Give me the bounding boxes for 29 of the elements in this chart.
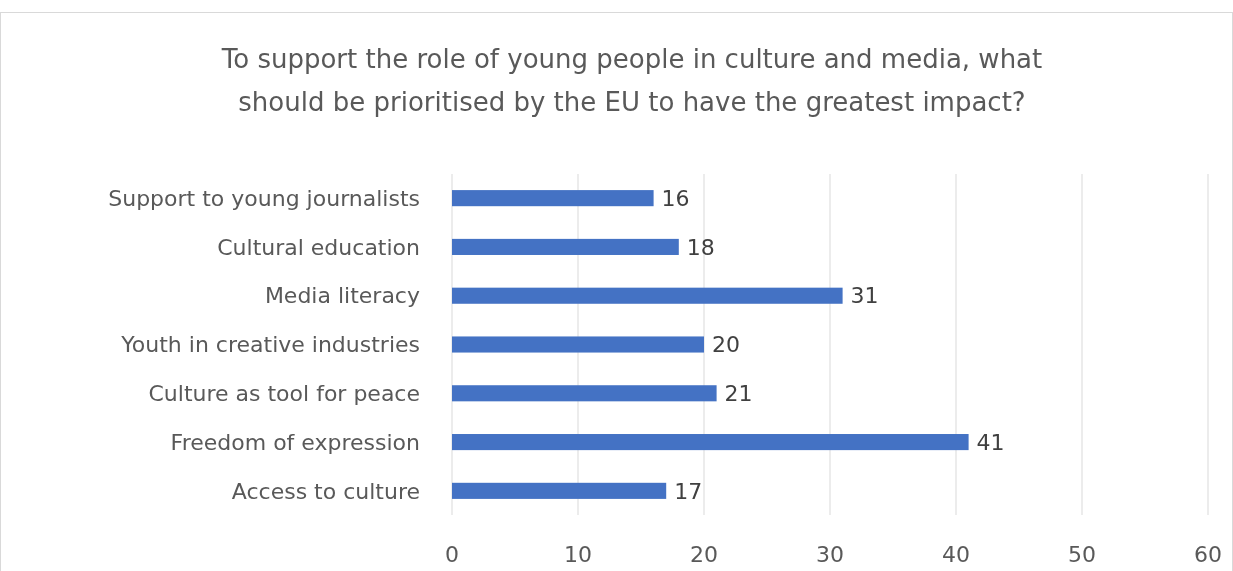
x-tick-label: 0 (445, 542, 459, 567)
bar (452, 482, 667, 499)
data-label: 31 (850, 283, 879, 309)
y-tick-label: Cultural education (217, 234, 420, 260)
bar (452, 336, 704, 353)
x-tick-label: 40 (942, 542, 970, 567)
data-label: 20 (712, 332, 740, 358)
y-tick-label: Freedom of expression (170, 429, 420, 455)
data-label: 17 (674, 478, 703, 504)
y-tick-label: Support to young journalists (108, 185, 420, 211)
x-tick-label: 50 (1068, 542, 1096, 567)
chart-title: To support the role of young people in culture and media, what should be prioritised by the EU to have the greatest impact? (220, 44, 1043, 117)
data-label: 41 (976, 429, 1005, 455)
y-tick-label: Youth in creative industries (120, 332, 420, 358)
data-label: 18 (686, 234, 715, 260)
x-tick-label: 60 (1194, 542, 1222, 567)
x-tick-label: 30 (816, 542, 844, 567)
y-tick-label: Culture as tool for peace (148, 380, 420, 406)
bar (452, 190, 654, 207)
bar (452, 385, 717, 402)
bar (452, 434, 969, 451)
bar (452, 238, 679, 255)
y-tick-label: Media literacy (264, 283, 420, 309)
x-tick-label: 20 (690, 542, 718, 567)
data-label: 21 (724, 380, 753, 406)
bar (452, 287, 843, 304)
y-tick-label: Access to culture (231, 478, 420, 504)
data-label: 16 (661, 185, 690, 211)
x-tick-label: 10 (564, 542, 592, 567)
